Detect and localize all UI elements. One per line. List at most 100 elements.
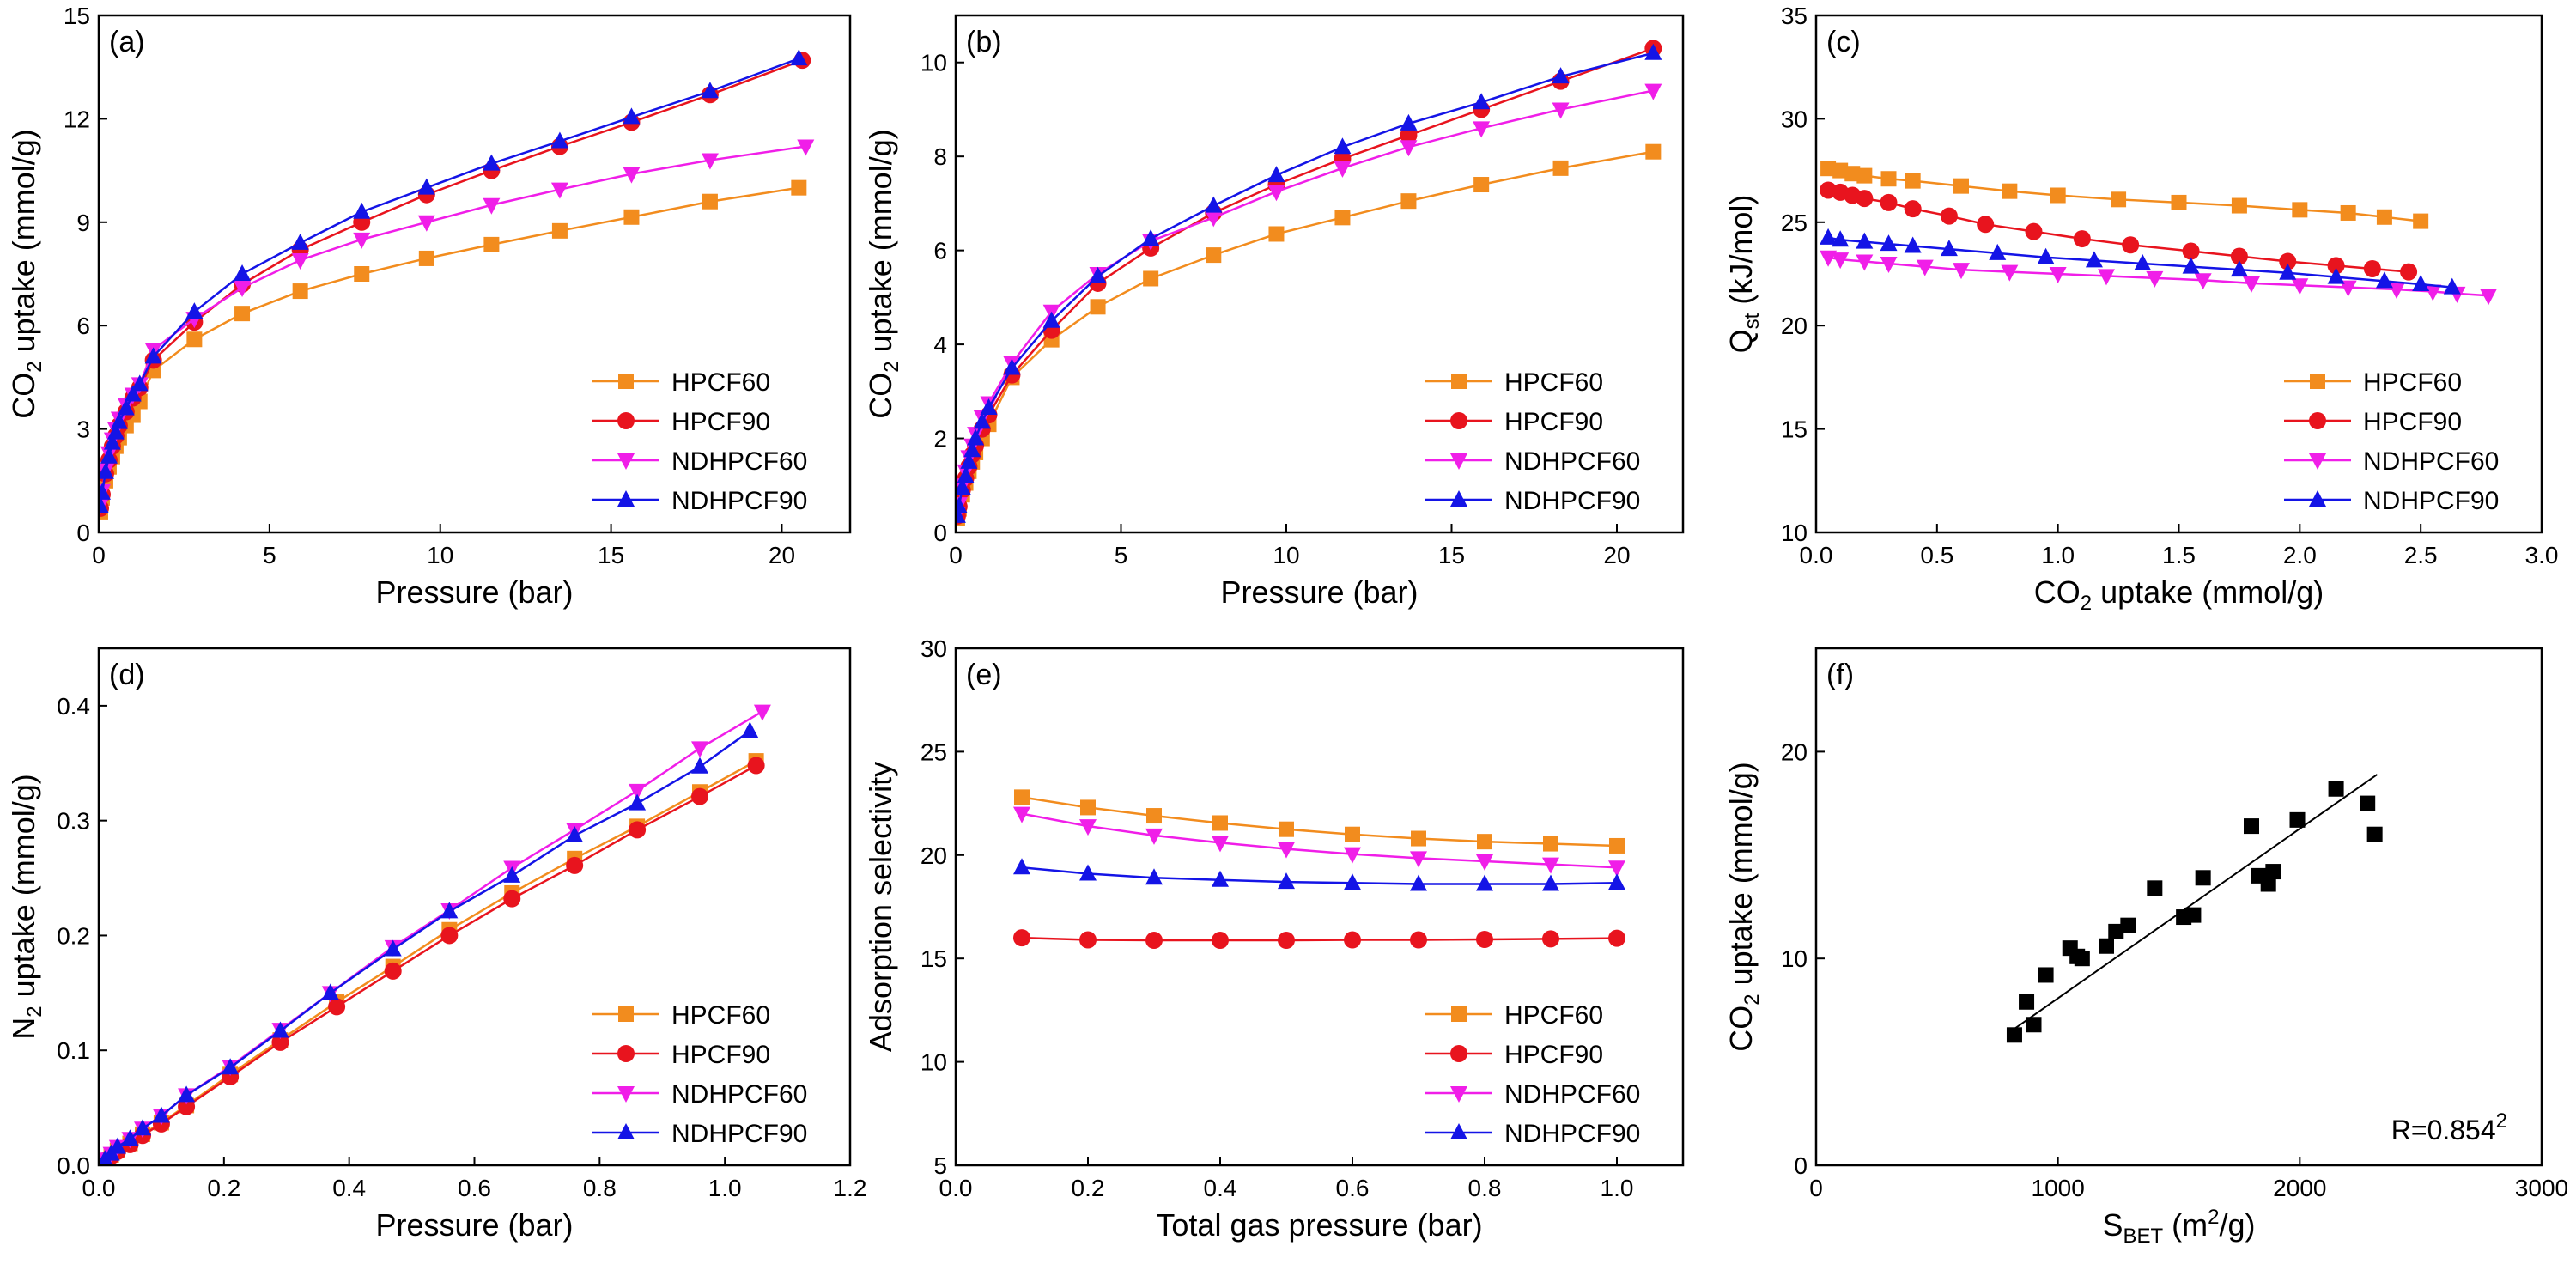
data-point-HPCF90 [1410, 931, 1427, 949]
data-point-NDHPCF60 [417, 215, 435, 232]
data-point-HPCF60 [1212, 815, 1228, 831]
data-point-HPCF60 [1143, 270, 1159, 287]
panel-label: (f) [1826, 659, 1854, 691]
x-tick-label: 3.0 [2525, 542, 2559, 568]
y-tick-label: 0 [933, 520, 947, 546]
data-point-HPCF60 [234, 306, 251, 322]
legend-label: NDHPCF90 [1504, 1120, 1640, 1148]
x-tick-label: 0.6 [458, 1175, 491, 1201]
x-tick-label: 10 [427, 542, 453, 568]
data-point-NDHPCF60 [1608, 860, 1625, 878]
series-line-NDHPCF90 [956, 52, 1654, 517]
data-point-HPCF60 [1411, 830, 1426, 847]
data-point-NDHPCF60 [1473, 121, 1491, 138]
x-tick-label: 2.5 [2404, 542, 2438, 568]
y-axis-label: CO2 uptake (mmol/g) [6, 129, 46, 418]
data-point-NDHPCF90 [144, 347, 162, 364]
plot-area [2006, 774, 2383, 1043]
data-point-NDHPCF90 [741, 721, 759, 738]
data-point-NDHPCF60 [797, 139, 815, 156]
x-axis-label: Pressure (bar) [375, 574, 573, 610]
x-axis-label: Total gas pressure (bar) [1156, 1207, 1482, 1243]
y-axis-label: CO2 uptake (mmol/g) [1723, 762, 1764, 1051]
data-point-HPCF90 [2025, 222, 2043, 240]
data-point-NDHPCF90 [1832, 230, 1850, 247]
series-line-HPCF90 [99, 59, 803, 509]
y-tick-label: 0.1 [57, 1037, 90, 1064]
data-point [2328, 781, 2344, 797]
data-point-NDHPCF90 [121, 1129, 139, 1146]
data-point-HPCF60 [1856, 167, 1873, 184]
data-point-NDHPCF90 [790, 49, 808, 66]
data-point-NDHPCF60 [2243, 276, 2260, 293]
legend-marker [618, 374, 634, 389]
legend-label: NDHPCF60 [671, 1080, 807, 1109]
data-point-NDHPCF60 [2339, 280, 2357, 297]
data-point-HPCF60 [1080, 799, 1096, 816]
y-tick-label: 30 [1781, 106, 1807, 132]
y-tick-label: 6 [933, 238, 947, 264]
data-point-NDHPCF90 [1473, 93, 1491, 110]
x-axis-label: Pressure (bar) [1220, 574, 1418, 610]
y-tick-label: 10 [920, 1049, 947, 1076]
data-point-HPCF90 [1977, 216, 1995, 234]
data-point-HPCF60 [292, 283, 308, 300]
data-point-NDHPCF90 [1552, 67, 1570, 84]
data-point-HPCF90 [384, 962, 402, 980]
data-point-NDHPCF90 [1089, 266, 1107, 283]
data-point-NDHPCF90 [1820, 228, 1838, 245]
legend-label: NDHPCF90 [2363, 487, 2499, 515]
data-point-NDHPCF60 [1552, 102, 1570, 119]
x-tick-label: 0.4 [1204, 1175, 1237, 1201]
legend-label: HPCF90 [671, 408, 770, 436]
plot-area [956, 40, 1662, 526]
y-axis-label: N2 uptake (mmol/g) [6, 774, 46, 1039]
data-point-HPCF60 [2340, 204, 2356, 221]
x-tick-label: 0.2 [207, 1175, 240, 1201]
data-point [2120, 917, 2136, 933]
y-tick-label: 15 [64, 3, 90, 29]
data-point-HPCF60 [2050, 187, 2066, 204]
y-tick-label: 6 [76, 313, 90, 339]
x-tick-label: 1000 [2032, 1175, 2085, 1201]
series-line-NDHPCF90 [99, 57, 799, 507]
data-point-NDHPCF60 [353, 232, 371, 249]
data-point-NDHPCF90 [1410, 874, 1427, 891]
data-point-HPCF90 [691, 787, 708, 805]
panel-f: 0 1000 2000 3000 0 10 20 SBET (m2/g) CO2 uptake … [1723, 647, 2568, 1248]
data-point-NDHPCF90 [103, 433, 121, 450]
data-point-NDHPCF60 [691, 741, 708, 758]
data-point-HPCF90 [1608, 929, 1625, 947]
data-point-HPCF90 [629, 821, 647, 839]
data-point-NDHPCF60 [1205, 210, 1223, 228]
data-point-HPCF60 [551, 222, 568, 239]
legend-marker [618, 1006, 634, 1022]
legend-marker [1450, 412, 1467, 429]
data-point-NDHPCF90 [1145, 868, 1163, 885]
data-point-HPCF60 [2292, 202, 2308, 218]
data-point-HPCF60 [1844, 166, 1861, 182]
data-point-NDHPCF60 [2194, 273, 2212, 290]
legend-label: HPCF90 [2363, 408, 2462, 436]
data-point-HPCF90 [1880, 193, 1898, 211]
plot-frame [954, 14, 1685, 534]
data-point-HPCF90 [503, 890, 521, 908]
panel-c: 0.0 0.5 1.0 1.5 2.0 2.5 3.0 10 15 20 25 30 35 CO2 upt… [1723, 3, 2558, 615]
data-point-NDHPCF90 [483, 154, 501, 171]
data-point-HPCF90 [1904, 200, 1922, 218]
data-point-HPCF90 [2073, 230, 2091, 248]
panel-label: (b) [966, 26, 1002, 58]
x-tick-label: 15 [598, 542, 624, 568]
data-point-HPCF60 [2231, 198, 2247, 214]
y-tick-label: 0 [1794, 1152, 1807, 1179]
x-tick-label: 20 [769, 542, 795, 568]
data-point-NDHPCF60 [2049, 267, 2067, 283]
data-point [2366, 826, 2383, 842]
y-tick-label: 15 [920, 945, 947, 972]
data-point-HPCF90 [2400, 263, 2418, 281]
data-point-NDHPCF90 [1644, 43, 1662, 60]
data-point-HPCF90 [747, 757, 765, 775]
data-point [2265, 864, 2281, 880]
data-point-NDHPCF60 [550, 182, 568, 199]
data-point-HPCF60 [1880, 171, 1897, 187]
